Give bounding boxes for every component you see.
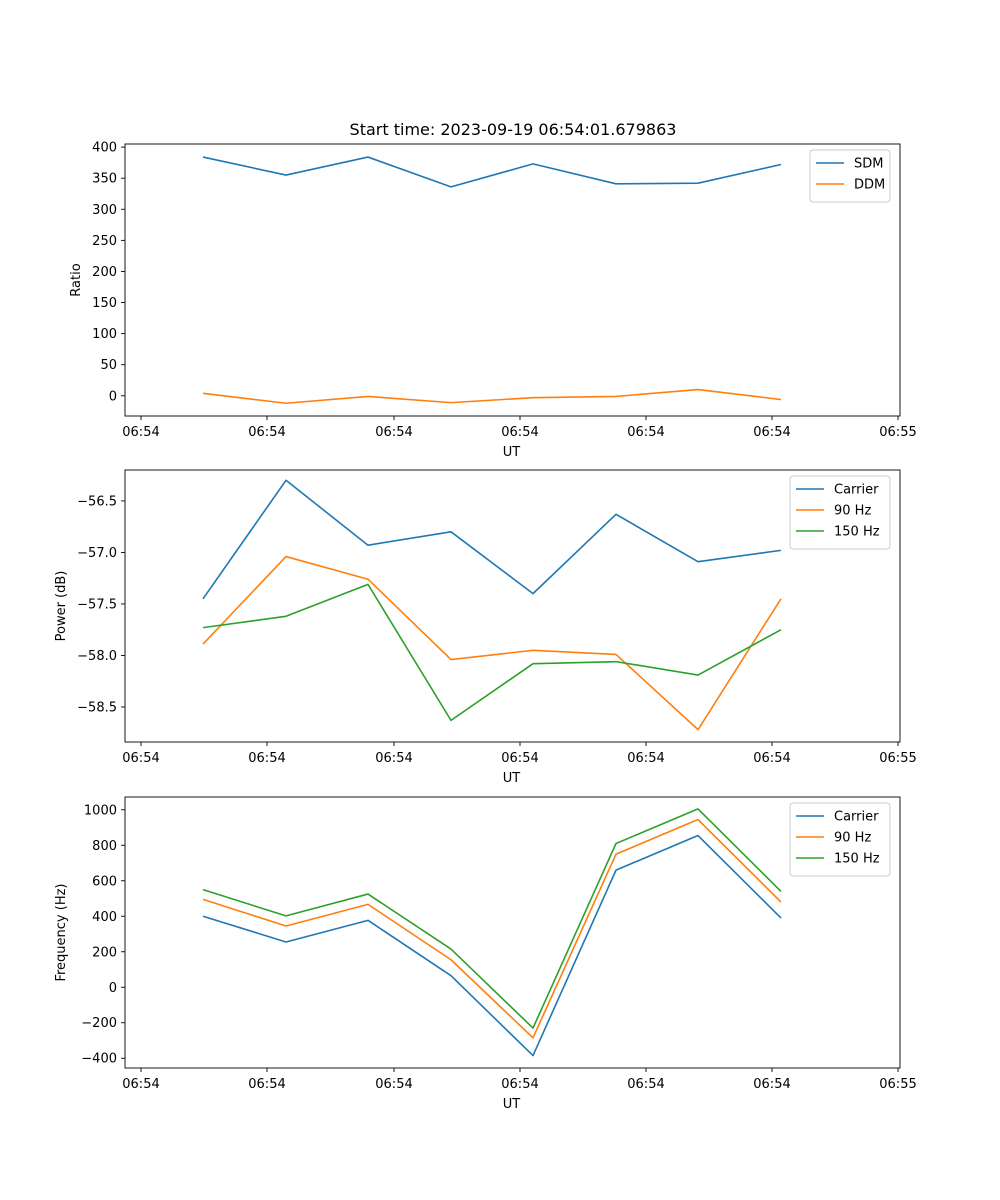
series-line-90-hz <box>202 555 782 731</box>
legend-label: 90 Hz <box>834 504 871 519</box>
charts-container: 06:54 06:54 06:54 06:54 06:54 06:54 06:55 0 50 10… <box>54 141 917 1112</box>
y-tick-label: 250 <box>92 234 117 249</box>
y-tick-label: −58.5 <box>77 700 117 715</box>
x-tick-label: 06:54 <box>501 425 538 440</box>
x-tick-label: 06:54 <box>375 751 412 766</box>
y-tick-label: 100 <box>92 327 117 342</box>
legend: Carrier 90 Hz 150 Hz <box>789 475 891 550</box>
chart-panel-1: 06:54 06:54 06:54 06:54 06:54 06:54 06:55 0 50 10… <box>69 141 917 460</box>
axes-frame <box>124 469 901 743</box>
series-line-carrier <box>202 834 782 1057</box>
y-tick-label: 800 <box>92 839 117 854</box>
x-tick-label: 06:54 <box>248 425 285 440</box>
y-axis-label: Ratio <box>69 263 84 296</box>
chart-panel-3: 06:54 06:54 06:54 06:54 06:54 06:54 06:55 −400 −… <box>54 796 917 1112</box>
x-axis-label: UT <box>503 445 521 460</box>
axes-frame <box>124 143 901 417</box>
series-line-sdm <box>202 156 782 188</box>
y-tick-label: 300 <box>92 203 117 218</box>
y-tick-label: −200 <box>81 1016 117 1031</box>
x-axis-label: UT <box>503 771 521 786</box>
x-tick-label: 06:54 <box>501 1077 538 1092</box>
x-tick-label: 06:54 <box>627 425 664 440</box>
figure-title: Start time: 2023-09-19 06:54:01.679863 <box>350 120 677 139</box>
x-tick-label: 06:54 <box>248 1077 285 1092</box>
legend: Carrier 90 Hz 150 Hz <box>789 802 891 877</box>
legend-label: DDM <box>854 178 885 193</box>
y-tick-label: −58.0 <box>77 649 117 664</box>
axes-frame <box>124 796 901 1069</box>
y-axis-label: Frequency (Hz) <box>54 883 69 981</box>
x-tick-label: 06:54 <box>122 751 159 766</box>
y-tick-label: 200 <box>92 945 117 960</box>
y-tick-label: 1000 <box>84 803 117 818</box>
y-tick-label: 0 <box>109 389 117 404</box>
x-tick-label: 06:54 <box>753 751 790 766</box>
x-tick-label: 06:54 <box>753 425 790 440</box>
chart-panel-2: 06:54 06:54 06:54 06:54 06:54 06:54 06:55 −58.5… <box>54 469 917 786</box>
x-tick-label: 06:54 <box>375 1077 412 1092</box>
x-tick-label: 06:54 <box>375 425 412 440</box>
y-tick-label: 400 <box>92 141 117 156</box>
x-tick-label: 06:55 <box>879 425 916 440</box>
x-tick-label: 06:55 <box>879 1077 916 1092</box>
x-tick-label: 06:54 <box>248 751 285 766</box>
x-tick-label: 06:55 <box>879 751 916 766</box>
y-tick-label: −57.5 <box>77 597 117 612</box>
series-line-150-hz <box>202 808 782 1029</box>
legend-label: Carrier <box>834 810 879 825</box>
x-tick-label: 06:54 <box>122 425 159 440</box>
y-tick-label: −57.0 <box>77 546 117 561</box>
series-line-carrier <box>202 479 782 600</box>
y-tick-label: 50 <box>100 358 117 373</box>
y-tick-label: 600 <box>92 874 117 889</box>
legend-label: Carrier <box>834 483 879 498</box>
legend-label: SDM <box>854 157 883 172</box>
series-line-90-hz <box>202 818 782 1039</box>
y-tick-label: 200 <box>92 265 117 280</box>
legend: SDM DDM <box>809 149 891 203</box>
y-tick-label: −56.5 <box>77 494 117 509</box>
y-tick-label: 0 <box>109 981 117 996</box>
legend-label: 90 Hz <box>834 831 871 846</box>
x-tick-label: 06:54 <box>627 751 664 766</box>
x-tick-label: 06:54 <box>122 1077 159 1092</box>
legend-label: 150 Hz <box>834 852 880 867</box>
y-tick-label: 400 <box>92 910 117 925</box>
x-axis-label: UT <box>503 1097 521 1112</box>
x-tick-label: 06:54 <box>627 1077 664 1092</box>
y-tick-label: 350 <box>92 172 117 187</box>
y-axis-label: Power (dB) <box>54 571 69 642</box>
y-tick-label: −400 <box>81 1052 117 1067</box>
x-tick-label: 06:54 <box>753 1077 790 1092</box>
y-tick-label: 150 <box>92 296 117 311</box>
legend-label: 150 Hz <box>834 525 880 540</box>
x-tick-label: 06:54 <box>501 751 538 766</box>
series-line-ddm <box>202 388 782 405</box>
series-line-150-hz <box>202 583 782 722</box>
